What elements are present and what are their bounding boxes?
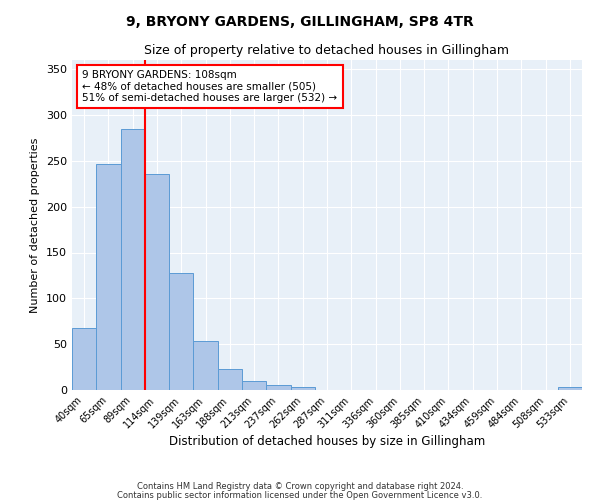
Bar bbox=[145, 174, 169, 390]
Y-axis label: Number of detached properties: Number of detached properties bbox=[31, 138, 40, 312]
Text: 9 BRYONY GARDENS: 108sqm
← 48% of detached houses are smaller (505)
51% of semi-: 9 BRYONY GARDENS: 108sqm ← 48% of detach… bbox=[82, 70, 337, 103]
Bar bbox=[96, 164, 121, 390]
Bar bbox=[121, 128, 145, 390]
Bar bbox=[72, 328, 96, 390]
Title: Size of property relative to detached houses in Gillingham: Size of property relative to detached ho… bbox=[145, 44, 509, 58]
Bar bbox=[558, 387, 582, 390]
Text: Contains public sector information licensed under the Open Government Licence v3: Contains public sector information licen… bbox=[118, 490, 482, 500]
Text: Contains HM Land Registry data © Crown copyright and database right 2024.: Contains HM Land Registry data © Crown c… bbox=[137, 482, 463, 491]
Text: 9, BRYONY GARDENS, GILLINGHAM, SP8 4TR: 9, BRYONY GARDENS, GILLINGHAM, SP8 4TR bbox=[126, 15, 474, 29]
Bar bbox=[169, 272, 193, 390]
Bar bbox=[242, 381, 266, 390]
X-axis label: Distribution of detached houses by size in Gillingham: Distribution of detached houses by size … bbox=[169, 436, 485, 448]
Bar bbox=[266, 386, 290, 390]
Bar bbox=[193, 342, 218, 390]
Bar bbox=[218, 369, 242, 390]
Bar bbox=[290, 387, 315, 390]
